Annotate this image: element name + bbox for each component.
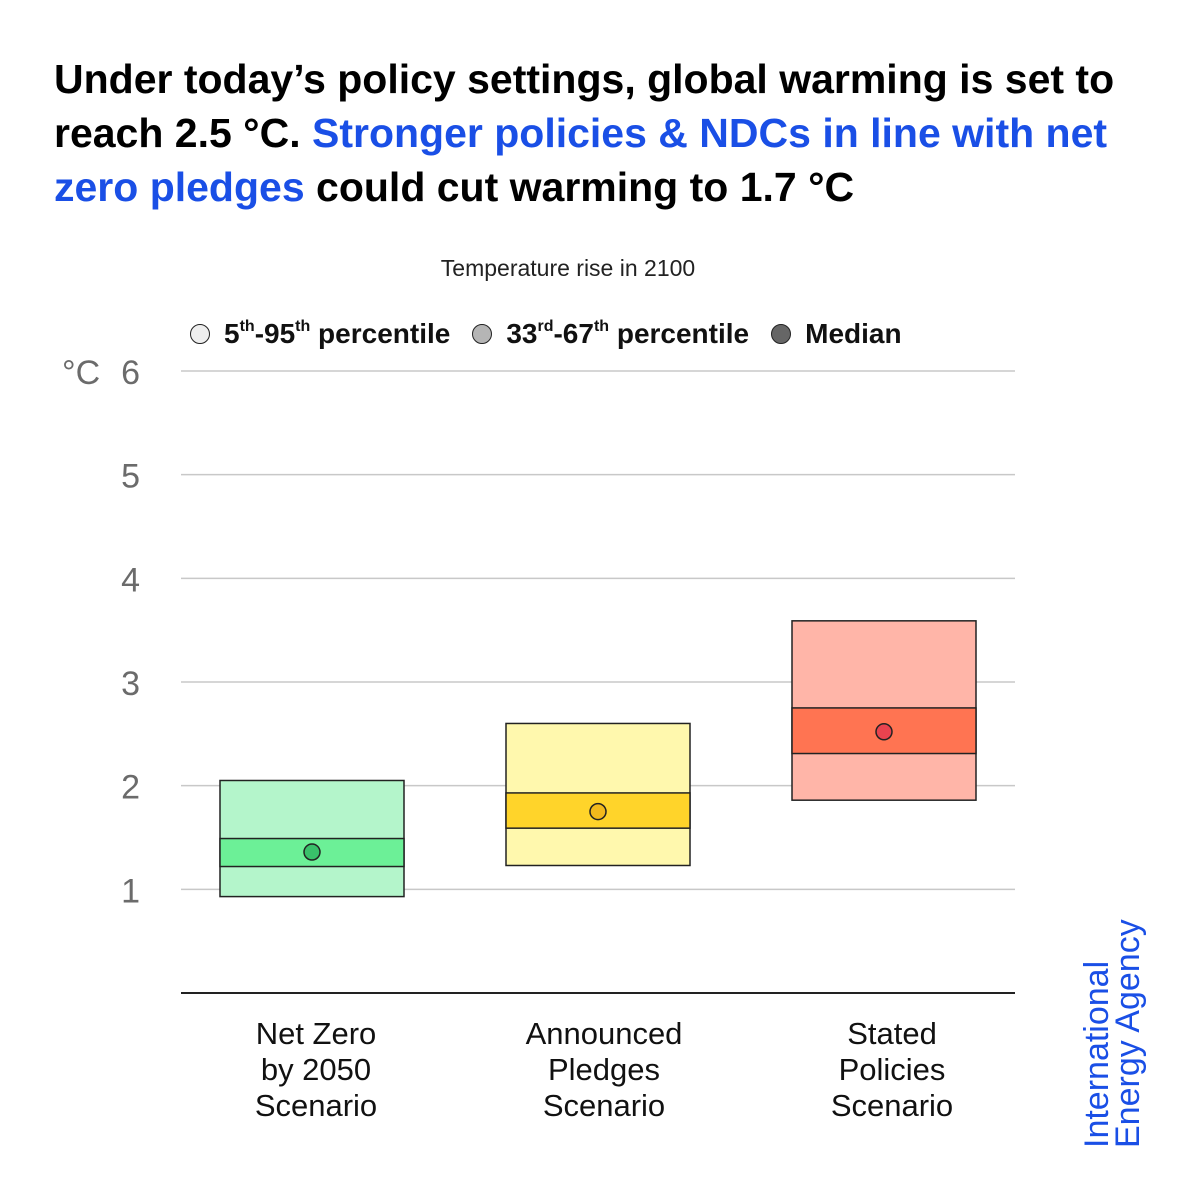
category-label-stated-policies: Stated Policies Scenario [830, 1016, 954, 1123]
y-tick-label-5: 5 [121, 458, 140, 496]
headline-highlight: Stronger policies & NDCs in line with ne… [54, 110, 1108, 210]
legend-item-median: Median [771, 318, 902, 350]
y-tick-label-4: 4 [121, 561, 140, 599]
y-tick-label-3: 3 [121, 665, 140, 703]
legend-item-outer: 5th-95th percentile [190, 318, 450, 350]
legend-swatch-outer [190, 324, 210, 344]
legend-item-inner: 33rd-67th percentile [472, 318, 749, 350]
legend-label-outer: 5th-95th percentile [224, 318, 451, 349]
y-tick-label-2: 2 [121, 769, 140, 807]
median-marker-stated-policies [875, 723, 893, 741]
chart-subtitle: Temperature rise in 2100 [440, 255, 696, 281]
headline-part-1: Under today’s policy settings, global wa… [54, 56, 1115, 156]
legend-swatch-median [771, 324, 792, 344]
median-marker-net-zero [303, 843, 321, 861]
y-tick-label-6: 6 [121, 354, 140, 392]
headline-part-2: could cut warming to 1.7 °C [316, 164, 855, 210]
y-tick-label-1: 1 [121, 872, 140, 910]
y-axis-unit-label: °C [62, 354, 100, 392]
category-label-net-zero: Net Zero by 2050 Scenario [254, 1016, 378, 1123]
legend-label-inner: 33rd-67th percentile [506, 318, 750, 349]
iea-logo: International Energy Agency [1078, 919, 1147, 1148]
category-label-announced-pledges: Announced Pledges Scenario [525, 1016, 683, 1123]
median-marker-announced-pledges [589, 802, 607, 821]
legend-swatch-inner [472, 324, 493, 344]
legend: 5th-95th percentile 33rd-67th percentile… [190, 318, 902, 350]
headline: Under today’s policy settings, global wa… [54, 52, 1164, 214]
legend-label-median: Median [805, 318, 902, 349]
